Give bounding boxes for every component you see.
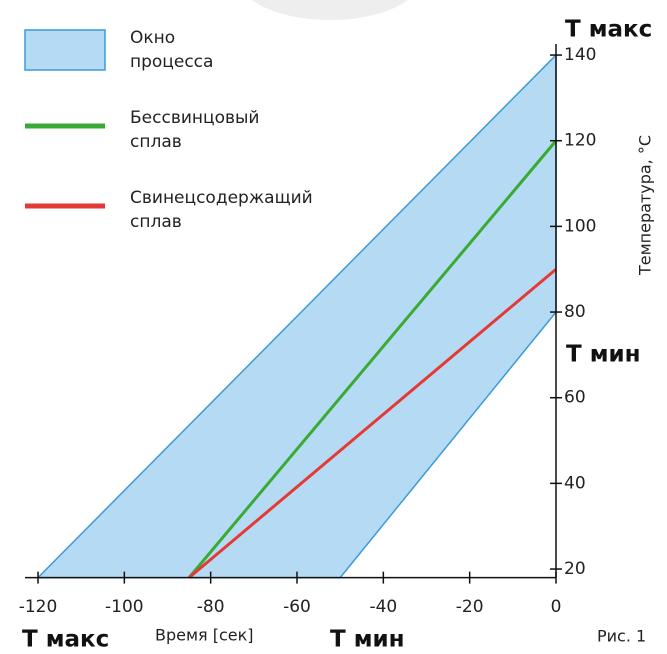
- y-tick-label: 80: [564, 302, 586, 322]
- legend-label: Бессвинцовый сплав: [130, 108, 260, 152]
- x-axis-label: Время [сек]: [155, 626, 254, 645]
- y-tick-label: 60: [564, 388, 586, 408]
- annotation: Т мин: [330, 627, 405, 653]
- annotation: Т мин: [566, 342, 641, 368]
- x-tick-label: 0: [551, 597, 562, 617]
- x-tick-label: -80: [197, 597, 225, 617]
- y-tick-label: 120: [564, 131, 596, 151]
- x-tick-label: -100: [105, 597, 144, 617]
- annotation: Т макс: [22, 627, 109, 653]
- y-tick-label: 20: [564, 559, 586, 579]
- x-tick-label: -120: [19, 597, 58, 617]
- legend-label: Окно процесса: [130, 28, 214, 72]
- figure-label: Рис. 1: [597, 627, 646, 646]
- x-tick-label: -60: [283, 597, 311, 617]
- y-tick-label: 140: [564, 45, 596, 65]
- x-tick-label: -20: [456, 597, 484, 617]
- x-tick-label: -40: [369, 597, 397, 617]
- y-tick-label: 100: [564, 216, 596, 236]
- y-axis-label: Температура, °С: [636, 135, 655, 276]
- background-blob: [252, 0, 408, 20]
- legend-label: Свинецсодержащий сплав: [130, 188, 313, 232]
- annotation: Т макс: [565, 17, 652, 43]
- legend-swatch: [24, 29, 106, 71]
- series-line: [187, 139, 558, 579]
- series-line: [188, 268, 557, 579]
- y-tick-label: 40: [564, 473, 586, 493]
- process-window: [36, 53, 557, 579]
